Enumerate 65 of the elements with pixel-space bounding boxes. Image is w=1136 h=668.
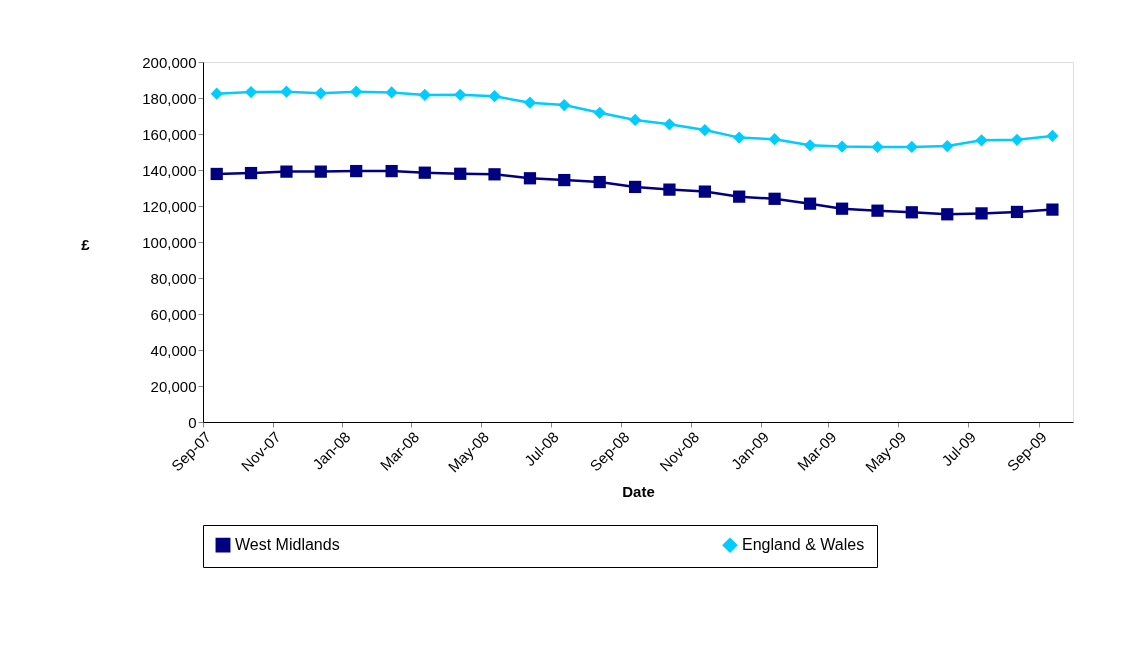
y-tick-label: 100,000 bbox=[142, 233, 197, 251]
point bbox=[941, 208, 954, 221]
point bbox=[350, 85, 363, 98]
point bbox=[1010, 133, 1024, 146]
point bbox=[803, 197, 817, 210]
point bbox=[558, 98, 571, 112]
y-tick-label: 80,000 bbox=[150, 269, 197, 287]
point bbox=[871, 140, 884, 154]
point bbox=[941, 139, 954, 153]
point bbox=[803, 139, 817, 152]
point bbox=[418, 166, 431, 179]
point bbox=[418, 88, 431, 102]
point bbox=[454, 167, 467, 180]
point bbox=[905, 206, 918, 219]
point bbox=[244, 85, 258, 99]
point bbox=[558, 173, 571, 187]
point bbox=[454, 88, 467, 101]
point bbox=[210, 167, 223, 181]
point bbox=[1046, 203, 1059, 216]
y-axis-title: £ bbox=[81, 235, 91, 253]
point bbox=[905, 140, 918, 154]
point bbox=[663, 118, 676, 131]
x-axis-title: Date bbox=[622, 483, 655, 501]
point bbox=[244, 166, 258, 180]
point bbox=[314, 165, 327, 178]
point bbox=[663, 183, 676, 196]
point bbox=[768, 133, 781, 146]
point bbox=[733, 190, 746, 203]
point bbox=[629, 113, 642, 127]
point bbox=[210, 87, 223, 100]
point bbox=[975, 134, 988, 147]
point bbox=[593, 106, 606, 119]
point bbox=[280, 165, 293, 178]
point bbox=[1010, 205, 1024, 219]
y-tick-label: 140,000 bbox=[142, 161, 197, 179]
point bbox=[488, 168, 501, 181]
point bbox=[314, 87, 327, 100]
point bbox=[350, 164, 363, 178]
legend-label: West Midlands bbox=[235, 536, 340, 554]
point bbox=[385, 164, 398, 178]
point bbox=[835, 140, 849, 153]
y-tick-label: 20,000 bbox=[150, 377, 197, 395]
point bbox=[385, 86, 398, 99]
point bbox=[523, 172, 537, 185]
point bbox=[733, 131, 746, 144]
point bbox=[523, 96, 537, 109]
point bbox=[698, 185, 711, 198]
point bbox=[488, 90, 501, 103]
point bbox=[629, 180, 642, 194]
y-tick-label: 120,000 bbox=[142, 197, 197, 215]
point bbox=[835, 202, 849, 215]
point bbox=[698, 123, 711, 137]
y-tick-label: 0 bbox=[188, 413, 197, 431]
point bbox=[1046, 129, 1059, 143]
y-tick-label: 180,000 bbox=[142, 89, 197, 107]
point bbox=[768, 192, 781, 205]
y-tick-label: 60,000 bbox=[150, 305, 197, 323]
y-tick-label: 200,000 bbox=[142, 53, 197, 71]
y-tick-label: 40,000 bbox=[150, 341, 197, 359]
point bbox=[871, 204, 884, 217]
point bbox=[975, 207, 988, 220]
point bbox=[280, 85, 293, 98]
point bbox=[593, 175, 606, 189]
legend-label: England & Wales bbox=[742, 536, 865, 554]
y-tick-label: 160,000 bbox=[142, 125, 197, 143]
